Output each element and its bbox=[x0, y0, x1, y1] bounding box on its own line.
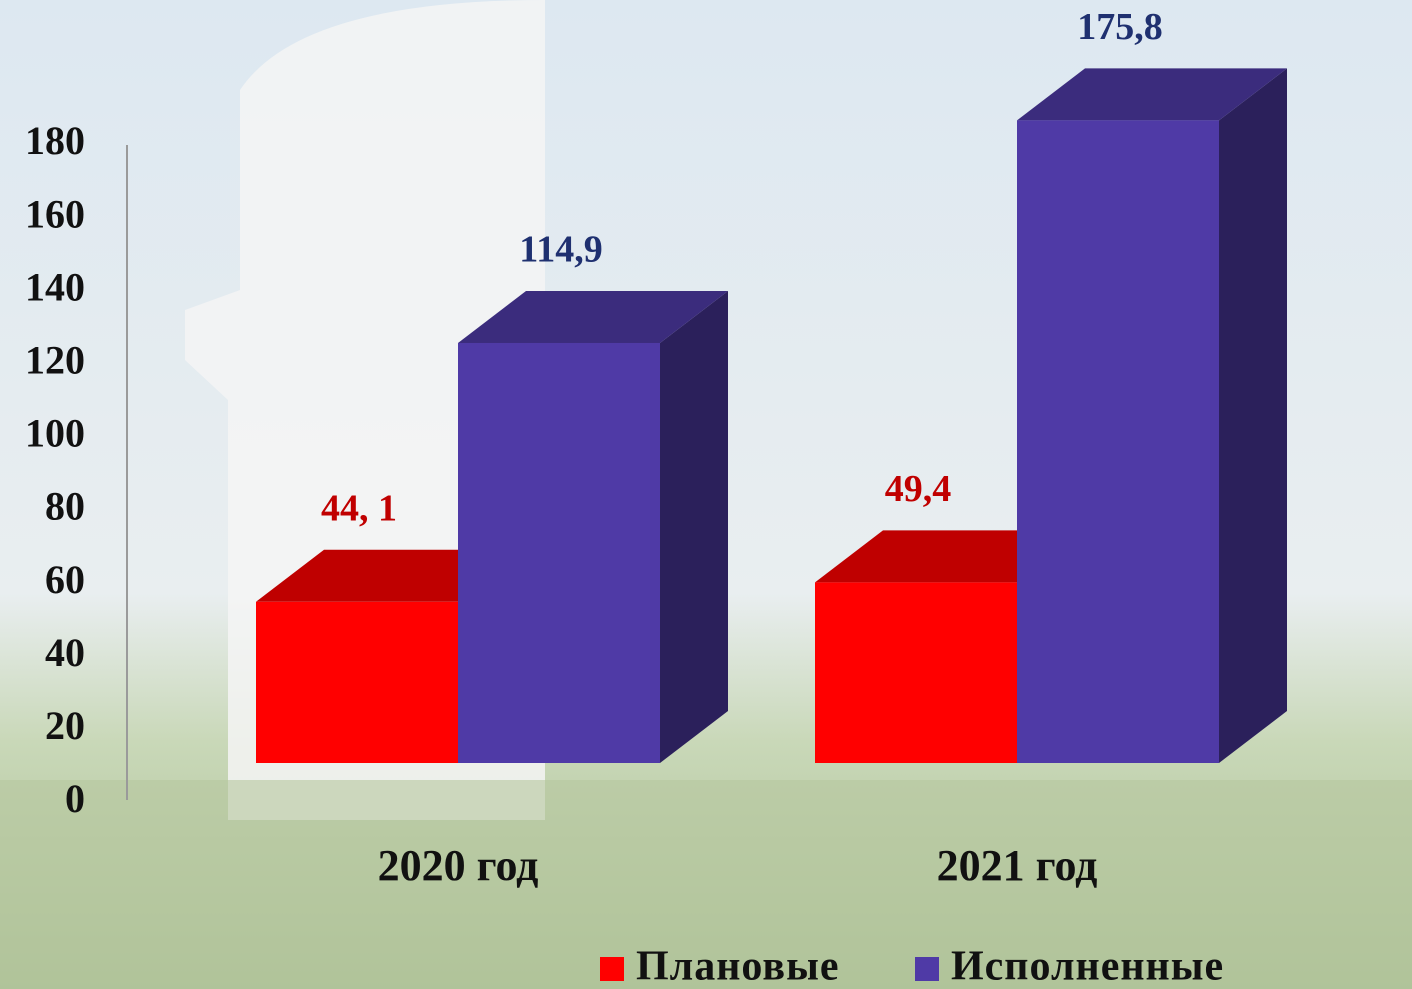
y-tick-label: 160 bbox=[25, 191, 85, 236]
y-tick-label: 120 bbox=[25, 338, 85, 383]
y-tick-label: 100 bbox=[25, 411, 85, 456]
bar-side bbox=[1219, 68, 1287, 763]
value-label: 114,9 bbox=[519, 229, 602, 271]
chart: 0 20 40 60 80 100 120 140 160 180 2020 год 2021 год… bbox=[0, 0, 1412, 989]
y-tick-label: 60 bbox=[45, 557, 85, 602]
bar-side bbox=[660, 291, 728, 763]
legend-label: Исполненные bbox=[951, 944, 1224, 989]
page: 0 20 40 60 80 100 120 140 160 180 2020 год 2021 год… bbox=[0, 0, 1412, 989]
y-tick-label: 140 bbox=[25, 264, 85, 309]
y-tick-label: 80 bbox=[45, 484, 85, 529]
legend-swatch bbox=[915, 957, 939, 981]
value-label: 175,8 bbox=[1077, 6, 1163, 48]
x-tick-label: 2021 год bbox=[937, 841, 1098, 890]
bar bbox=[458, 343, 660, 763]
y-tick-label: 0 bbox=[65, 776, 85, 821]
x-tick-label: 2020 год bbox=[378, 841, 539, 890]
bar bbox=[815, 582, 1017, 763]
value-label: 49,4 bbox=[885, 468, 952, 510]
value-label: 44, 1 bbox=[321, 488, 397, 530]
legend-swatch bbox=[600, 957, 624, 981]
y-tick-label: 180 bbox=[25, 118, 85, 163]
bar bbox=[256, 602, 458, 763]
y-tick-label: 40 bbox=[45, 630, 85, 675]
legend-label: Плановые bbox=[636, 944, 840, 989]
y-tick-label: 20 bbox=[45, 703, 85, 748]
bar bbox=[1017, 120, 1219, 763]
